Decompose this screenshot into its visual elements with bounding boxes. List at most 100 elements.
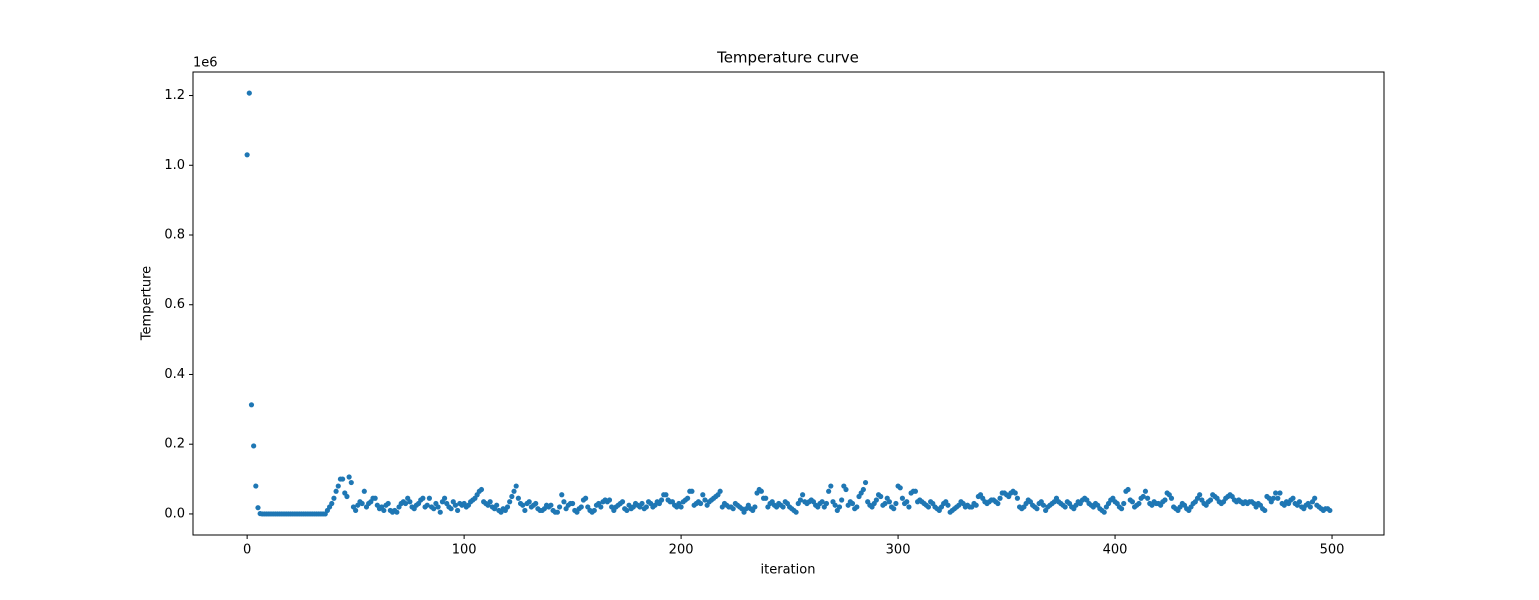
point <box>1277 490 1283 496</box>
point <box>255 505 261 511</box>
point <box>689 488 695 494</box>
point <box>487 499 493 505</box>
point <box>381 507 387 514</box>
y-tick-label: 0.8 <box>164 228 185 243</box>
point <box>700 492 706 498</box>
point <box>1101 509 1107 515</box>
point <box>402 500 409 507</box>
point <box>1121 500 1127 507</box>
y-tick-label: 0.4 <box>164 367 185 382</box>
point <box>873 497 879 503</box>
point <box>253 483 259 489</box>
point <box>394 509 400 515</box>
point <box>678 504 684 510</box>
point <box>823 500 830 507</box>
point <box>1012 490 1018 496</box>
point <box>780 504 786 510</box>
point <box>904 499 910 505</box>
point <box>578 504 584 510</box>
point <box>1290 495 1296 501</box>
point <box>448 506 454 512</box>
point <box>522 507 528 514</box>
point <box>1142 488 1149 494</box>
point <box>1040 502 1047 508</box>
point <box>333 488 339 494</box>
point <box>561 499 567 505</box>
point <box>624 507 630 514</box>
point <box>1262 507 1268 514</box>
point <box>361 488 367 494</box>
point <box>832 502 838 508</box>
point <box>1034 506 1040 512</box>
point <box>420 495 426 501</box>
point <box>1129 499 1136 505</box>
point <box>509 493 515 500</box>
x-tick-label: 400 <box>1103 543 1128 558</box>
point <box>891 506 897 512</box>
point <box>1062 504 1068 510</box>
point <box>251 443 257 449</box>
x-tick-label: 500 <box>1320 543 1345 558</box>
point <box>437 509 443 515</box>
point <box>752 504 758 510</box>
point <box>797 497 804 503</box>
point <box>643 504 649 510</box>
point <box>1140 493 1146 500</box>
point <box>658 497 665 503</box>
point <box>730 506 736 512</box>
point <box>800 492 806 498</box>
point <box>1125 486 1131 493</box>
point <box>340 476 346 482</box>
point <box>353 507 359 514</box>
point <box>886 499 892 505</box>
point <box>882 500 888 507</box>
point <box>452 502 459 508</box>
point <box>1312 495 1318 501</box>
point <box>878 493 884 500</box>
point <box>906 504 912 510</box>
point <box>1162 497 1168 503</box>
point <box>504 504 511 510</box>
x-tick-label: 300 <box>886 543 911 558</box>
point <box>494 502 500 508</box>
point <box>1014 495 1021 501</box>
point <box>819 499 825 505</box>
point <box>556 504 563 510</box>
y-tick-label: 0.6 <box>164 297 185 312</box>
point <box>973 502 979 508</box>
point <box>246 90 252 96</box>
point <box>559 492 565 498</box>
point <box>583 495 589 501</box>
point <box>511 488 517 494</box>
y-tick-label: 1.0 <box>164 158 185 173</box>
point <box>344 493 350 500</box>
point <box>836 504 843 510</box>
point <box>685 495 691 501</box>
point <box>515 495 521 501</box>
point <box>244 152 250 158</box>
y-axis-label: Temperture <box>140 266 155 341</box>
point <box>854 504 860 510</box>
point <box>1197 492 1203 498</box>
point <box>828 483 834 489</box>
point <box>548 502 554 508</box>
point <box>897 485 903 491</box>
point <box>331 495 337 501</box>
point <box>1296 499 1303 505</box>
point <box>1136 500 1142 507</box>
point <box>763 495 769 501</box>
point <box>335 483 341 489</box>
point <box>598 504 604 510</box>
point <box>1270 495 1277 501</box>
point <box>1273 490 1279 496</box>
point <box>619 499 626 505</box>
point <box>899 495 906 501</box>
point <box>426 495 432 501</box>
point <box>1145 495 1151 501</box>
point <box>826 488 832 494</box>
point <box>702 497 708 503</box>
point <box>348 479 354 486</box>
point <box>385 500 391 507</box>
point <box>945 502 951 508</box>
